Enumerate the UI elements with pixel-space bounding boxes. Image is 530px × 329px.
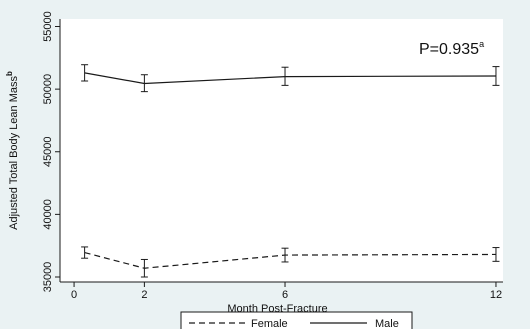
x-tick-label: 6 [282, 289, 288, 301]
legend: Female Male [180, 311, 413, 329]
y-tick-label: 40000 [42, 199, 54, 230]
p-value-superscript: a [479, 39, 484, 49]
p-value-annotation: P=0.935a [419, 39, 484, 58]
x-tick-label: 2 [141, 289, 147, 301]
x-tick-label: 12 [490, 289, 502, 301]
y-tick-label: 45000 [42, 136, 54, 167]
legend-box [180, 311, 413, 329]
x-tick-label: 0 [71, 289, 77, 301]
series-layer [81, 64, 500, 278]
error-bar-male [140, 74, 148, 93]
series-line-male [84, 72, 496, 85]
error-bar-male [281, 66, 289, 86]
error-bar-male [81, 64, 89, 82]
y-tick-label: 35000 [42, 262, 54, 293]
legend-label-female: Female [251, 318, 288, 329]
axes: 35000 40000 45000 50000 55000 0 2 6 12 [42, 11, 503, 301]
y-axis-label-superscript: b [5, 71, 14, 76]
y-axis-label: Adjusted Total Body Lean Massb [5, 71, 20, 230]
error-bar-female [81, 246, 89, 259]
series-male [81, 64, 500, 93]
error-bar-female [140, 258, 148, 278]
error-bar-female [492, 247, 500, 262]
error-bar-male [492, 66, 500, 86]
series-line-female [84, 251, 496, 269]
legend-label-male: Male [375, 318, 399, 329]
plot-area [60, 19, 503, 282]
y-tick-label: 55000 [42, 11, 54, 42]
y-tick-label: 50000 [42, 74, 54, 105]
error-bar-female [281, 247, 289, 263]
series-female [81, 246, 500, 278]
